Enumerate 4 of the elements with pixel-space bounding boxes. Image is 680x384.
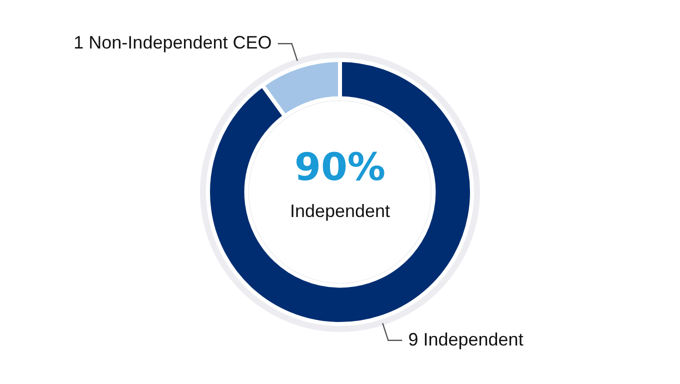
slice-label: 9 Independent [408,329,524,350]
text: 90% [294,144,386,189]
slice-label: 1 Non-Independent CEO [74,32,272,53]
text: Independent [290,200,390,221]
